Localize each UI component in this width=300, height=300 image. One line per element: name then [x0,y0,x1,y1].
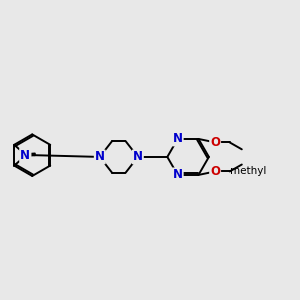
Text: O: O [20,148,30,161]
Text: N: N [173,168,183,182]
Text: methyl: methyl [230,167,267,176]
Text: N: N [173,132,183,146]
Text: N: N [20,149,30,162]
Text: N: N [95,150,105,164]
Text: O: O [210,136,220,149]
Text: N: N [133,150,143,164]
Text: O: O [210,165,220,178]
